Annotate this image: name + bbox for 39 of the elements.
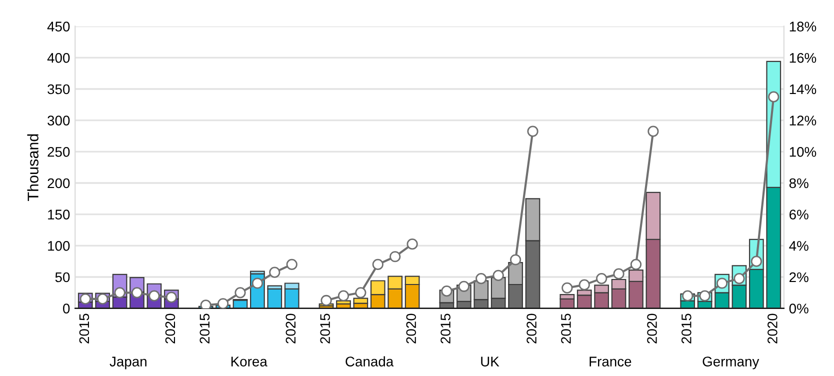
y2-tick-label: 6% (790, 210, 808, 220)
y-tick-label: 200 (48, 178, 70, 188)
x-tick-label: 2015 (200, 314, 210, 344)
x-tick-label: 2020 (165, 314, 176, 344)
x-tick-label: 2015 (440, 314, 450, 344)
x-tick-label: 2020 (286, 314, 296, 344)
text: Canada (346, 356, 394, 366)
y2-tick-label: 12% (790, 116, 816, 126)
y2-tick-label: 18% (790, 22, 816, 32)
y-tick-label: 50 (55, 272, 70, 282)
y-tick-label: 150 (48, 210, 70, 220)
x-tick-label: 2015 (320, 314, 330, 344)
y2-tick-label: 16% (790, 52, 816, 63)
text: Korea (231, 356, 268, 366)
text: UK (481, 356, 500, 366)
y2-tick-label: 2% (790, 272, 808, 282)
y-tick-label: 350 (48, 84, 70, 94)
x-tick-label: 2020 (406, 314, 416, 344)
y2-tick-label: 4% (789, 241, 808, 251)
y-tick-label: 300 (48, 116, 70, 126)
y2-tick-label: 10% (790, 146, 816, 157)
y-tick-label: 0 (63, 304, 70, 314)
text: France (590, 356, 632, 366)
text: Germany (702, 356, 760, 370)
y-tick-label: 400 (47, 52, 70, 63)
x-tick-label: 2020 (768, 314, 778, 344)
x-tick-label: 2015 (79, 314, 90, 344)
x-tick-label: 2015 (561, 314, 571, 344)
y-tick-label: 250 (48, 146, 70, 157)
y-tick-label: 450 (47, 22, 70, 32)
text: Japan (110, 356, 146, 370)
y2-tick-label: 0% (789, 304, 808, 314)
x-tick-label: 2020 (526, 314, 536, 344)
y-tick-label: 100 (48, 240, 70, 251)
x-tick-label: 2015 (682, 314, 692, 344)
y-axis-title: Thousand (27, 134, 38, 201)
x-tick-label: 2020 (647, 314, 657, 344)
y2-tick-label: 8% (789, 178, 808, 188)
y2-tick-label: 14% (790, 84, 816, 94)
